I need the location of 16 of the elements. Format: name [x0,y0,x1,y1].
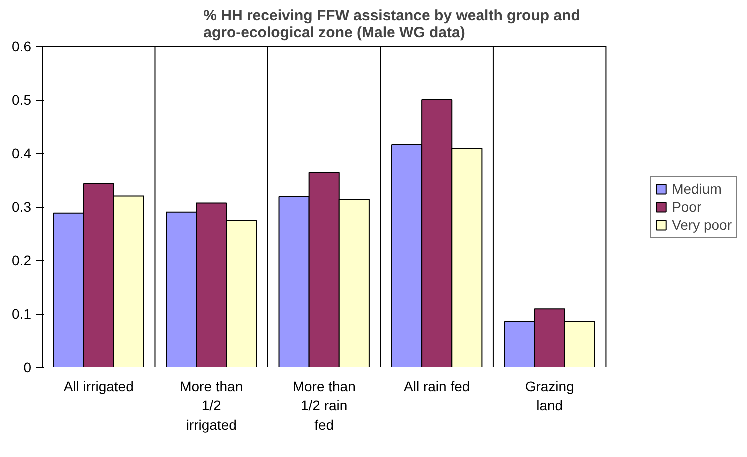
legend-label: Very poor [672,216,732,232]
x-tick-label: All irrigated [64,378,134,394]
y-tick-label: 0.6 [12,38,32,54]
y-tick-label: 0.2 [12,252,32,268]
y-tick-label: 0.1 [12,306,32,322]
x-tick-label: More than 1/2 rain fed [292,378,356,433]
legend-label: Medium [672,180,722,196]
x-tick-label: More than 1/2 irrigated [180,378,244,433]
y-tick-label: 0 [24,360,32,376]
y-tick-label: 0.4 [12,146,32,162]
chart-title: % HH receiving FFW assistance by wealth group and agro-ecological zone (Male WG data) [204,8,580,42]
y-tick-label: 0.5 [12,92,32,108]
x-tick-label: Grazing land [525,378,574,414]
legend-label: Poor [672,198,702,214]
x-tick-label: All rain fed [404,378,470,394]
y-tick-label: 0.3 [12,199,32,215]
